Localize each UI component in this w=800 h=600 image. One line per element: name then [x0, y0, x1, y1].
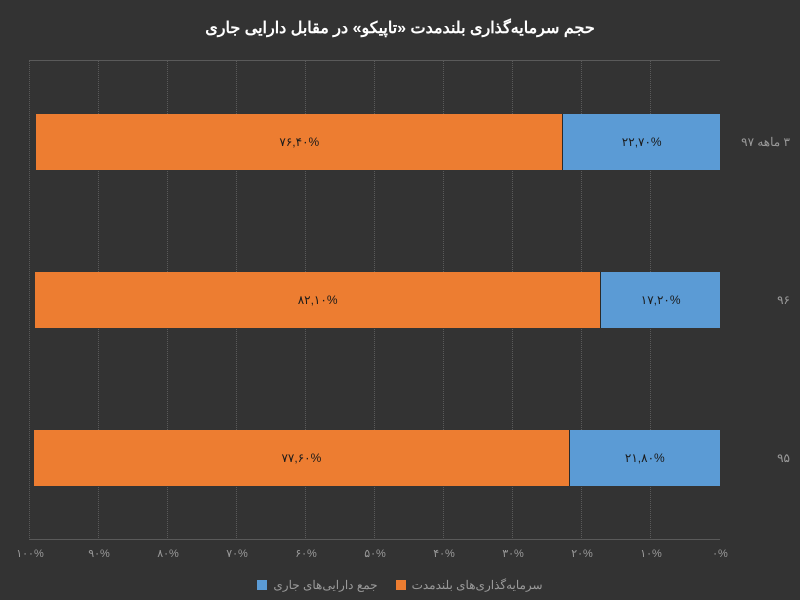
- legend-label: جمع دارایی‌های جاری: [273, 578, 377, 592]
- chart-title: حجم سرمایه‌گذاری بلندمدت «تاپیکو» در مقا…: [0, 0, 800, 48]
- legend-item: سرمایه‌گذاری‌های بلندمدت: [396, 578, 543, 592]
- x-axis-tick-label: ۷۰%: [226, 547, 248, 560]
- bar-segment: ۸۲,۱۰%: [35, 272, 601, 328]
- x-axis-tick-label: ۱۰۰%: [16, 547, 44, 560]
- x-axis-tick-label: ۴۰%: [433, 547, 455, 560]
- x-axis-tick-label: ۵۰%: [364, 547, 386, 560]
- bar-value-label: ۲۲,۷۰%: [622, 135, 662, 149]
- bar-value-label: ۷۷,۶۰%: [281, 451, 321, 465]
- bar-segment: ۱۷,۲۰%: [601, 272, 720, 328]
- bar-segment: ۲۱,۸۰%: [570, 430, 720, 486]
- x-axis-tick-label: ۶۰%: [295, 547, 317, 560]
- bar-value-label: ۸۲,۱۰%: [298, 293, 338, 307]
- baseline-top: [30, 60, 720, 61]
- bar-row: ۲۱,۸۰% ۷۷,۶۰%: [34, 430, 720, 486]
- x-axis-tick-label: ۳۰%: [502, 547, 524, 560]
- bar-row: ۱۷,۲۰% ۸۲,۱۰%: [35, 272, 720, 328]
- y-axis-category-label: ۹۶: [725, 293, 790, 307]
- baseline-bottom: [30, 539, 720, 540]
- bar-segment: ۷۷,۶۰%: [34, 430, 569, 486]
- gridline: [29, 60, 30, 540]
- legend-label: سرمایه‌گذاری‌های بلندمدت: [412, 578, 543, 592]
- bar-segment: ۲۲,۷۰%: [563, 114, 720, 170]
- y-axis-category-label: ۹۵: [725, 451, 790, 465]
- x-axis-tick-label: ۲۰%: [571, 547, 593, 560]
- legend-item: جمع دارایی‌های جاری: [257, 578, 377, 592]
- legend-swatch: [396, 580, 406, 590]
- x-axis-tick-label: ۸۰%: [157, 547, 179, 560]
- chart-legend: جمع دارایی‌های جاری سرمایه‌گذاری‌های بلند…: [0, 578, 800, 592]
- bar-row: ۲۲,۷۰% ۷۶,۴۰%: [36, 114, 720, 170]
- bar-value-label: ۷۶,۴۰%: [279, 135, 319, 149]
- chart-plot-area: ۰%۱۰%۲۰%۳۰%۴۰%۵۰%۶۰%۷۰%۸۰%۹۰%۱۰۰%۳ ماهه …: [30, 60, 720, 540]
- bar-value-label: ۲۱,۸۰%: [625, 451, 665, 465]
- bar-value-label: ۱۷,۲۰%: [641, 293, 681, 307]
- x-axis-tick-label: ۱۰%: [640, 547, 662, 560]
- bar-segment: ۷۶,۴۰%: [36, 114, 563, 170]
- legend-swatch: [257, 580, 267, 590]
- x-axis-tick-label: ۰%: [712, 547, 728, 560]
- x-axis-tick-label: ۹۰%: [88, 547, 110, 560]
- y-axis-category-label: ۳ ماهه ۹۷: [725, 135, 790, 149]
